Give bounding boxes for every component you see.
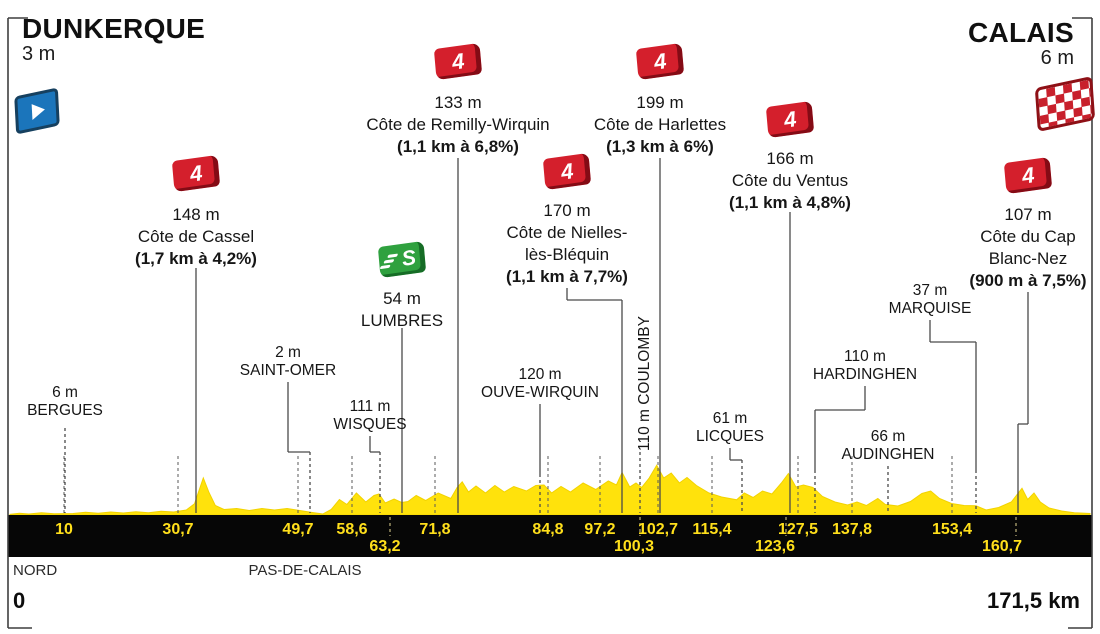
sprint-name: LUMBRES — [360, 311, 444, 330]
km-marker: 137,8 — [831, 521, 873, 538]
town-name: AUDINGHEN — [841, 446, 935, 463]
start-distance: 0 — [13, 588, 26, 613]
km-marker: 127,5 — [777, 521, 819, 538]
climb-label: 166 m Côte du Ventus (1,1 km à 4,8%) — [675, 148, 905, 214]
sprint-letter: S — [400, 246, 418, 271]
sprint-altitude: 54 m — [383, 289, 421, 308]
town-altitude: 6 m — [52, 384, 78, 401]
start-header: DUNKERQUE 3 m — [22, 14, 205, 66]
town-altitude: 66 m — [870, 428, 906, 445]
climb-name: Côte de Remilly-Wirquin — [366, 115, 550, 134]
km-marker: 153,4 — [931, 521, 973, 538]
town-name: BERGUES — [27, 402, 103, 419]
climb-gradient: (1,1 km à 4,8%) — [729, 193, 851, 212]
climb-name: Côte du Cap Blanc-Nez — [980, 227, 1076, 268]
climb-name: Côte du Ventus — [731, 171, 849, 190]
km-marker: 63,2 — [369, 538, 401, 555]
town-label: 111 m WISQUES — [275, 398, 465, 434]
town-altitude: 120 m — [518, 366, 562, 383]
elevation-profile-area — [9, 464, 1091, 516]
km-marker: 30,7 — [162, 521, 194, 538]
department-label-nord: NORD — [13, 562, 58, 579]
km-marker: 97,2 — [584, 521, 616, 538]
km-marker: 58,6 — [336, 521, 368, 538]
km-marker: 102,7 — [637, 521, 679, 538]
climb-gradient: (900 m à 7,5%) — [969, 271, 1087, 290]
category-flag-icon: 4 — [542, 152, 592, 191]
town-label: 66 m AUDINGHEN — [793, 428, 983, 464]
town-altitude: 110 m — [844, 348, 886, 365]
total-distance: 171,5 km — [987, 588, 1080, 613]
finish-city: CALAIS — [967, 17, 1074, 48]
sprint-label: 54 m LUMBRES — [287, 288, 517, 332]
category-flag-icon: 4 — [765, 100, 815, 139]
category-flag-icon: 4 — [171, 154, 221, 193]
km-marker: 115,4 — [692, 521, 732, 538]
km-marker: 160,7 — [981, 538, 1023, 555]
climb-label: 133 m Côte de Remilly-Wirquin (1,1 km à … — [343, 92, 573, 158]
climb-gradient: (1,3 km à 6%) — [606, 137, 714, 156]
town-altitude: 2 m — [275, 344, 301, 361]
climb-name: Côte de Nielles- lès-Bléquin — [506, 223, 628, 264]
climb-name: Côte de Harlettes — [593, 115, 727, 134]
km-marker: 84,8 — [532, 521, 564, 538]
finish-header: CALAIS 6 m — [968, 18, 1074, 70]
town-label: 110 m HARDINGHEN — [770, 348, 960, 384]
town-label: 37 m MARQUISE — [835, 282, 1025, 318]
category-number: 4 — [559, 157, 575, 185]
km-bar — [8, 515, 1092, 557]
town-altitude: 61 m — [712, 410, 748, 427]
category-number: 4 — [450, 47, 466, 75]
category-flag-icon: 4 — [635, 42, 685, 81]
km-marker: 100,3 — [613, 538, 655, 555]
town-name: MARQUISE — [888, 300, 972, 317]
start-city: DUNKERQUE — [22, 13, 206, 44]
km-marker: 71,8 — [419, 521, 451, 538]
finish-altitude: 6 m — [1040, 47, 1074, 70]
speed-lines-icon — [387, 253, 399, 259]
town-name: WISQUES — [333, 416, 407, 433]
town-label: 61 m LICQUES — [635, 410, 825, 446]
category-number: 4 — [188, 159, 204, 187]
department-label-pas-de-calais: PAS-DE-CALAIS — [248, 562, 362, 579]
town-name: HARDINGHEN — [812, 366, 918, 383]
km-marker: 123,6 — [754, 538, 796, 555]
climb-gradient: (1,1 km à 7,7%) — [506, 267, 628, 286]
town-name: SAINT-OMER — [239, 362, 337, 379]
category-flag-icon: 4 — [1003, 156, 1053, 195]
km-marker: 10 — [55, 521, 73, 538]
town-altitude: 37 m — [912, 282, 948, 299]
town-label: 6 m BERGUES — [0, 384, 160, 420]
start-altitude: 3 m — [22, 43, 56, 66]
climb-gradient: (1,1 km à 6,8%) — [397, 137, 519, 156]
climb-altitude: 199 m — [636, 93, 684, 112]
climb-label: 148 m Côte de Cassel (1,7 km à 4,2%) — [81, 204, 311, 270]
town-label: 2 m SAINT-OMER — [193, 344, 383, 380]
climb-altitude: 148 m — [172, 205, 220, 224]
climb-label: 199 m Côte de Harlettes (1,3 km à 6%) — [545, 92, 775, 158]
play-triangle-icon — [31, 101, 45, 121]
climb-gradient: (1,7 km à 4,2%) — [135, 249, 257, 268]
km-marker: 49,7 — [282, 521, 314, 538]
climb-label: 107 m Côte du Cap Blanc-Nez (900 m à 7,5… — [913, 204, 1100, 292]
climb-name: Côte de Cassel — [137, 227, 255, 246]
town-name: OUVE-WIRQUIN — [481, 384, 599, 401]
category-number: 4 — [652, 47, 668, 75]
category-number: 4 — [1020, 161, 1036, 189]
town-name: LICQUES — [695, 428, 765, 445]
climb-altitude: 133 m — [434, 93, 482, 112]
climb-altitude: 166 m — [766, 149, 814, 168]
town-label: 120 m OUVE-WIRQUIN — [445, 366, 635, 402]
climb-altitude: 107 m — [1004, 205, 1052, 224]
climb-altitude: 170 m — [543, 201, 591, 220]
town-altitude: 111 m — [349, 398, 391, 415]
sprint-flag-icon: S — [377, 240, 427, 279]
category-number: 4 — [782, 105, 798, 133]
category-flag-icon: 4 — [433, 42, 483, 81]
climb-label: 170 m Côte de Nielles- lès-Bléquin (1,1 … — [452, 200, 682, 288]
